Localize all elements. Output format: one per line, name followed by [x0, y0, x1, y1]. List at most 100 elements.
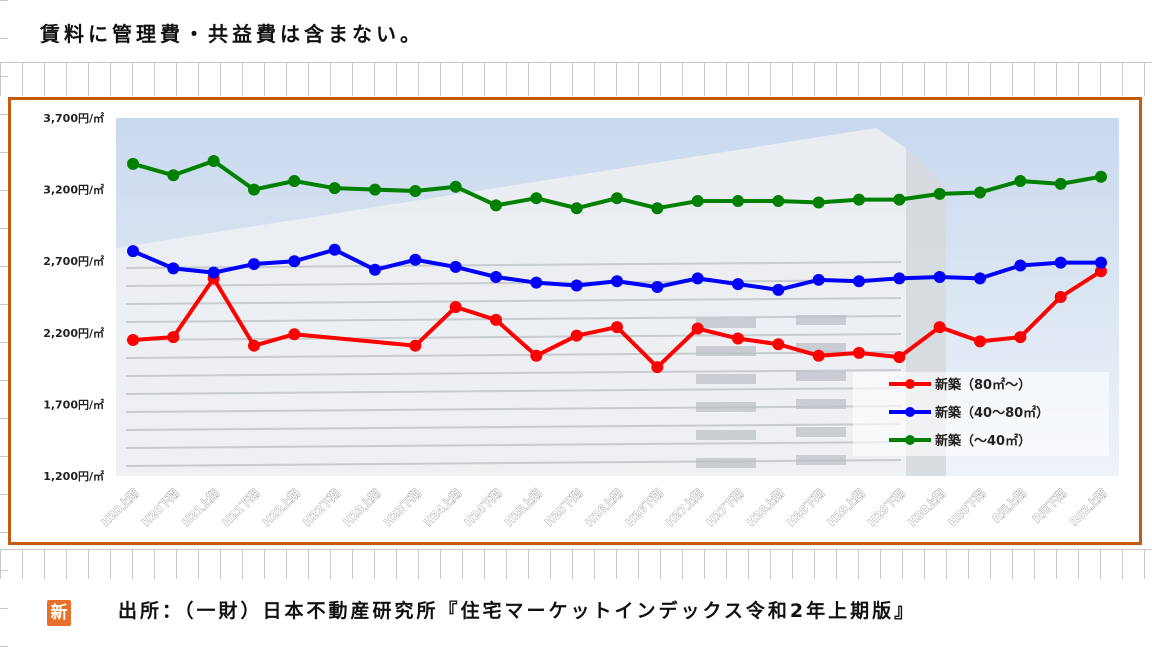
- x-axis: H20上期H20下期H21上期H21下期H22上期H22下期H23上期H23下期…: [98, 486, 1109, 529]
- series-0-marker: [812, 349, 825, 362]
- series-1-marker: [369, 263, 381, 276]
- x-tick-label: H20下期: [139, 486, 182, 529]
- series-0-marker: [127, 333, 139, 346]
- legend-swatch-marker: [905, 379, 915, 389]
- series-layer: [127, 154, 1107, 374]
- series-0-marker: [409, 339, 422, 352]
- series-1-marker: [328, 243, 341, 256]
- series-0-marker: [651, 361, 664, 374]
- series-2-marker: [772, 195, 785, 208]
- series-1-marker: [893, 272, 906, 285]
- x-tick-label: R02上期: [1067, 486, 1109, 528]
- y-tick-label: 3,700円/㎡: [43, 111, 104, 125]
- x-tick-label: H30上期: [905, 486, 948, 529]
- series-0-marker: [490, 313, 502, 326]
- building-floor-line: [125, 369, 902, 377]
- building-window: [696, 374, 756, 384]
- building-window: [696, 458, 756, 468]
- source-citation: 出所：（一財）日本不動産研究所『住宅マーケットインデックス令和2年上期版』: [118, 600, 917, 622]
- series-1-marker: [167, 262, 180, 275]
- x-tick-label: H29上期: [824, 486, 867, 529]
- building-window: [796, 427, 846, 437]
- x-tick-label: R元上期: [989, 486, 1028, 525]
- building-floor-line: [125, 315, 902, 323]
- chart-frame[interactable]: 1,200円/㎡ 1,700円/㎡ 2,200円/㎡ 2,700円/㎡ 3,200円/㎡…: [8, 97, 1142, 626]
- x-tick-label: H30下期: [945, 486, 988, 529]
- legend-swatch-marker: [905, 407, 915, 417]
- series-2-marker: [853, 193, 865, 206]
- series-1-marker: [732, 278, 744, 291]
- building-window: [796, 399, 846, 409]
- series-2-marker: [1014, 175, 1027, 188]
- series-1-marker: [651, 280, 664, 293]
- new-build-badge: 新: [47, 600, 71, 626]
- series-2-marker: [167, 169, 180, 182]
- series-2-marker: [328, 182, 341, 195]
- building-floor-line: [125, 405, 902, 413]
- series-0-marker: [611, 321, 623, 334]
- series-2-marker: [974, 186, 986, 199]
- series-1-marker: [248, 258, 260, 271]
- series-2-marker: [812, 196, 825, 209]
- series-1-marker: [530, 276, 543, 289]
- y-tick-label: 2,200円/㎡: [43, 326, 104, 340]
- series-1-marker: [1014, 259, 1027, 272]
- x-tick-label: H20上期: [98, 486, 141, 529]
- series-2-marker: [1054, 177, 1067, 190]
- series-2-marker: [893, 193, 906, 206]
- series-0-marker: [893, 351, 906, 364]
- series-1-marker: [288, 255, 301, 268]
- series-1-marker: [853, 275, 865, 288]
- y-axis: 1,200円/㎡ 1,700円/㎡ 2,200円/㎡ 2,700円/㎡ 3,200円/㎡…: [43, 111, 104, 483]
- legend-swatch-marker: [905, 435, 915, 445]
- legend: 新築（80㎡～） 新築（40～80㎡） 新築（～40㎡）: [853, 372, 1109, 456]
- y-tick-label: 1,700円/㎡: [43, 397, 104, 411]
- series-2-marker: [611, 192, 623, 205]
- series-2-marker: [449, 180, 462, 193]
- series-0-marker: [772, 338, 785, 351]
- series-2-marker: [207, 154, 220, 167]
- series-2-marker: [288, 175, 301, 188]
- spreadsheet-grid-top: [0, 62, 1152, 96]
- series-1-marker: [1095, 256, 1107, 269]
- y-tick-label: 1,200円/㎡: [43, 469, 104, 483]
- building-window: [796, 371, 846, 381]
- building-window: [696, 402, 756, 412]
- series-0-marker: [167, 331, 180, 344]
- series-1-marker: [772, 283, 785, 296]
- series-1-marker: [933, 270, 946, 283]
- x-tick-label: H28上期: [744, 486, 787, 529]
- x-tick-label: H24下期: [461, 486, 504, 529]
- series-0-marker: [248, 339, 260, 352]
- series-2-marker: [570, 202, 583, 215]
- x-tick-label: H29下期: [865, 486, 908, 529]
- building-window: [796, 455, 846, 465]
- series-0-marker: [1054, 291, 1067, 303]
- spreadsheet-grid-bottom: [0, 549, 1152, 579]
- series-0-marker: [691, 322, 704, 335]
- series-1-marker: [490, 270, 502, 283]
- building-window: [796, 315, 846, 325]
- y-tick-label: 2,700円/㎡: [43, 254, 104, 268]
- series-1-marker: [207, 266, 220, 279]
- building-window: [796, 343, 846, 353]
- rent-note: 賃料に管理費・共益費は含まない。: [40, 22, 424, 46]
- series-0-marker: [732, 332, 744, 345]
- x-tick-label: H21下期: [219, 486, 262, 529]
- x-tick-label: H22上期: [260, 486, 303, 529]
- series-0-marker: [974, 335, 986, 348]
- series-2-marker: [691, 195, 704, 208]
- series-0-marker: [288, 328, 301, 341]
- series-1-marker: [974, 272, 986, 285]
- series-0-marker: [570, 329, 583, 342]
- building-floor-line: [125, 441, 902, 449]
- x-tick-label: H25下期: [542, 486, 585, 529]
- series-1-marker: [611, 275, 623, 288]
- building-floor-line: [125, 279, 902, 287]
- series-2-marker: [1095, 170, 1107, 183]
- x-tick-label: H26上期: [582, 486, 625, 529]
- x-tick-label: H28下期: [784, 486, 827, 529]
- building-window: [696, 430, 756, 440]
- rent-line-chart: 1,200円/㎡ 1,700円/㎡ 2,200円/㎡ 2,700円/㎡ 3,200円/㎡…: [43, 111, 1119, 529]
- building-floor-line: [125, 297, 902, 305]
